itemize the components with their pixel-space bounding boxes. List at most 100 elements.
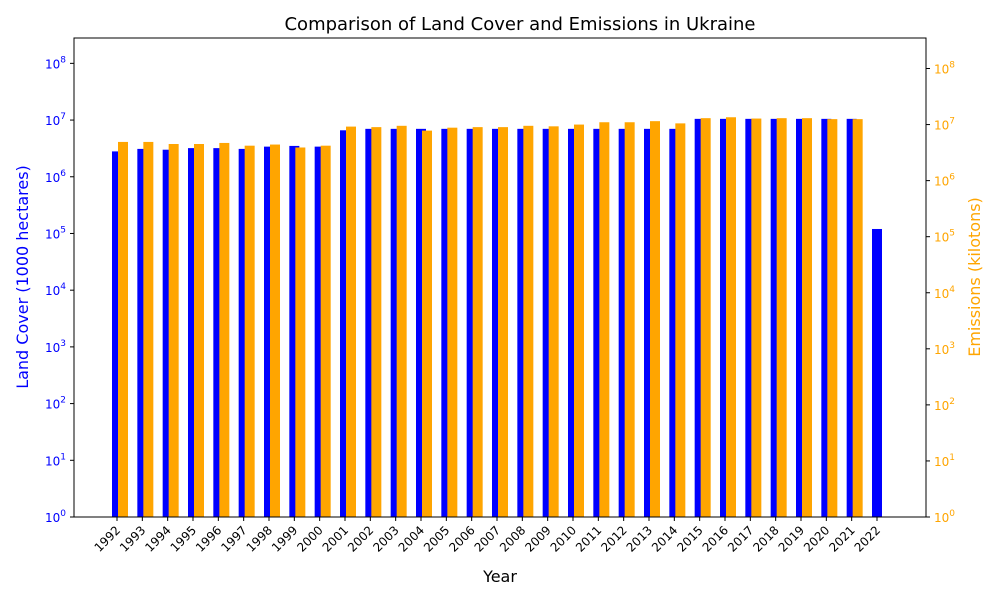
left-tick-label: 101 [45, 452, 66, 468]
x-tick-label-2017: 2017 [725, 523, 756, 554]
emissions-bar-2010 [574, 124, 584, 517]
emissions-bar-2021 [852, 119, 863, 518]
emissions-bar-2012 [624, 122, 635, 518]
right-y-ticks: 100 101 102 103 104 105 106 107 108 [926, 61, 955, 525]
land-cover-bar-1992 [112, 151, 122, 517]
land-cover-bar-2022 [872, 228, 882, 518]
left-tick-label: 107 [45, 112, 66, 128]
land-cover-bar-2016 [720, 118, 730, 517]
emissions-bar-2014 [675, 123, 686, 517]
x-tick-label-1995: 1995 [168, 523, 199, 554]
x-tick-label-2013: 2013 [624, 523, 655, 554]
land-cover-bar-2020 [821, 118, 832, 517]
x-tick-label-2016: 2016 [700, 523, 731, 554]
x-tick-label-1993: 1993 [117, 523, 148, 554]
emissions-bar-2001 [346, 126, 356, 518]
emissions-bar-2016 [726, 117, 736, 518]
x-tick-label-2015: 2015 [674, 523, 705, 554]
right-tick-label: 106 [934, 173, 955, 189]
x-tick-label-1997: 1997 [218, 523, 249, 554]
x-tick-label-2010: 2010 [548, 523, 579, 554]
x-axis-label: Year [482, 567, 517, 586]
x-tick-label-2005: 2005 [421, 523, 452, 554]
emissions-bar-2000 [320, 145, 331, 517]
emissions-bars [118, 117, 863, 518]
land-cover-bar-2017 [745, 118, 756, 517]
right-y-axis-label: Emissions (kilotons) [965, 197, 984, 357]
right-tick-label: 108 [934, 61, 955, 77]
land-cover-bar-1993 [137, 148, 148, 517]
emissions-bar-2004 [422, 130, 432, 517]
emissions-bar-2009 [548, 126, 559, 517]
emissions-bar-2007 [498, 127, 508, 517]
left-tick-label: 106 [45, 169, 66, 185]
land-cover-bar-2011 [593, 128, 604, 517]
x-tick-label-1996: 1996 [193, 523, 224, 554]
land-cover-bar-2002 [365, 128, 376, 517]
x-tick-label-2012: 2012 [598, 523, 629, 554]
emissions-bar-2015 [700, 118, 711, 518]
emissions-bar-2013 [650, 121, 660, 517]
land-cover-bar-2013 [644, 128, 654, 517]
x-tick-label-2001: 2001 [320, 523, 351, 554]
land-cover-bar-2001 [340, 130, 350, 517]
emissions-bar-1994 [168, 144, 179, 518]
right-tick-label: 107 [934, 117, 955, 133]
emissions-bar-1995 [194, 144, 204, 518]
left-tick-label: 103 [45, 339, 66, 355]
x-tick-label-2009: 2009 [522, 523, 553, 554]
x-tick-label-2022: 2022 [852, 523, 883, 554]
emissions-bar-2018 [776, 118, 787, 518]
land-cover-bar-2008 [517, 128, 528, 517]
land-cover-bar-1997 [238, 148, 249, 517]
emissions-bar-2011 [599, 122, 610, 518]
land-cover-bar-2005 [441, 128, 452, 517]
land-cover-bar-2015 [694, 118, 705, 517]
land-cover-bar-2004 [416, 128, 426, 517]
emissions-bar-2017 [751, 118, 762, 517]
land-cover-bar-2012 [618, 128, 629, 517]
land-cover-bar-1998 [264, 146, 274, 518]
left-tick-label: 105 [45, 225, 66, 241]
right-tick-label: 105 [934, 229, 955, 245]
right-tick-label: 100 [934, 509, 955, 525]
chart-title: Comparison of Land Cover and Emissions i… [284, 14, 755, 35]
land-cover-bar-2014 [669, 128, 680, 517]
land-cover-bar-2009 [542, 128, 553, 517]
land-cover-bar-2018 [770, 118, 781, 517]
x-tick-label-2002: 2002 [345, 523, 376, 554]
x-tick-label-2011: 2011 [573, 523, 604, 554]
left-y-axis-label: Land Cover (1000 hectares) [13, 165, 32, 389]
right-tick-label: 102 [934, 397, 955, 413]
emissions-bar-1999 [295, 147, 306, 517]
x-tick-label-1998: 1998 [244, 523, 275, 554]
emissions-bar-2002 [371, 127, 382, 517]
x-tick-label-2003: 2003 [370, 523, 401, 554]
land-cover-bar-1994 [162, 149, 173, 517]
land-cover-bars [112, 118, 882, 518]
land-cover-bar-2003 [390, 128, 401, 517]
plot-frame [73, 37, 927, 518]
emissions-bar-1998 [270, 144, 280, 517]
land-cover-bar-2006 [466, 128, 477, 517]
x-tick-label-2008: 2008 [497, 523, 528, 554]
land-cover-bar-2000 [314, 146, 325, 518]
emissions-bar-1996 [219, 142, 230, 517]
x-tick-label-2021: 2021 [826, 523, 857, 554]
right-tick-label: 101 [934, 453, 955, 469]
land-cover-bar-1996 [213, 148, 224, 517]
x-ticks: 1992199319941995199619971998199920002001… [92, 517, 883, 555]
left-tick-label: 100 [45, 509, 66, 525]
x-tick-label-2006: 2006 [446, 523, 477, 554]
x-tick-label-2007: 2007 [472, 523, 503, 554]
x-tick-label-1999: 1999 [269, 523, 300, 554]
left-tick-label: 102 [45, 396, 66, 412]
emissions-bar-2006 [472, 127, 483, 517]
land-cover-bar-2019 [796, 118, 806, 517]
x-tick-label-1994: 1994 [142, 523, 173, 554]
right-tick-label: 103 [934, 341, 955, 357]
emissions-bar-1997 [244, 145, 255, 517]
emissions-bar-2005 [447, 127, 458, 517]
